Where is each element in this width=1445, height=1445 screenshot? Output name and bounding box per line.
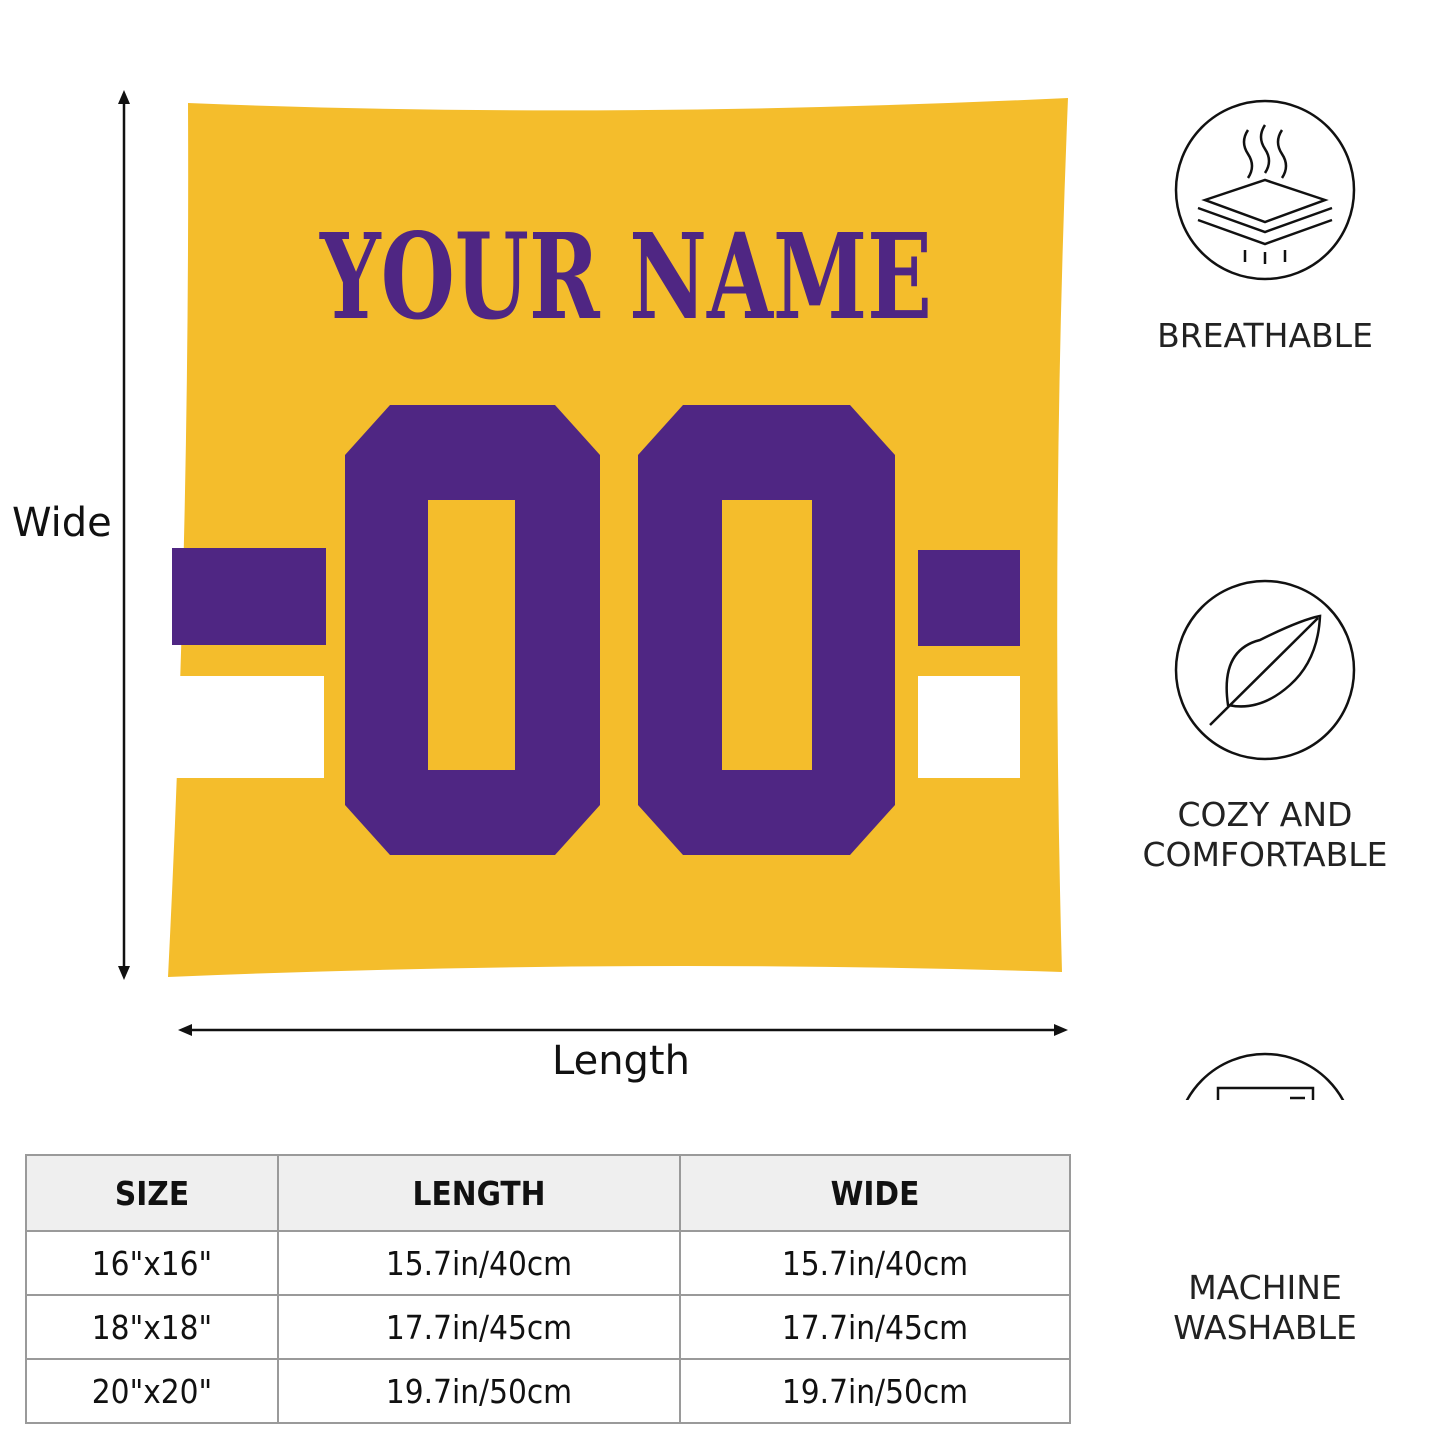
- width-label: Length: [552, 1038, 690, 1084]
- feature-label-cozy: COZY AND COMFORTABLE: [1142, 795, 1388, 874]
- feature-label-breathable: BREATHABLE: [1157, 316, 1373, 355]
- table-header-row: SIZE LENGTH WIDE: [25, 1154, 1071, 1232]
- number-digit-right: [638, 405, 895, 855]
- number-digit-left: [345, 405, 600, 855]
- feather-icon: [1174, 579, 1356, 761]
- table-row: 16"x16" 15.7in/40cm 15.7in/40cm: [25, 1230, 1071, 1296]
- cell-length: 15.7in/40cm: [277, 1230, 681, 1296]
- sleeve-stripe-purple-left: [172, 548, 326, 645]
- size-table: SIZE LENGTH WIDE 16"x16" 15.7in/40cm 15.…: [25, 1154, 1071, 1424]
- height-arrow: [118, 90, 130, 980]
- cell-size: 18"x18": [25, 1294, 279, 1360]
- washing-machine-icon: [1185, 1052, 1345, 1100]
- sleeve-stripe-white-left: [172, 676, 324, 778]
- player-name-text: YOUR NAME: [319, 207, 932, 346]
- height-label: Wide: [12, 500, 112, 546]
- cell-wide: 17.7in/45cm: [679, 1294, 1071, 1360]
- header-size: SIZE: [25, 1154, 279, 1232]
- sleeve-stripe-purple-right: [918, 550, 1020, 646]
- sleeve-stripe-white-right: [918, 676, 1020, 778]
- cell-size: 16"x16": [25, 1230, 279, 1296]
- cell-length: 19.7in/50cm: [277, 1358, 681, 1424]
- feature-label-washable: MACHINE WASHABLE: [1173, 1268, 1357, 1347]
- cell-length: 17.7in/45cm: [277, 1294, 681, 1360]
- cell-wide: 15.7in/40cm: [679, 1230, 1071, 1296]
- breathable-layers-icon: [1174, 99, 1356, 281]
- width-arrow: [178, 1024, 1068, 1036]
- header-length: LENGTH: [277, 1154, 681, 1232]
- pillow-image: YOUR NAME: [118, 90, 1356, 1100]
- cell-size: 20"x20": [25, 1358, 279, 1424]
- table-row: 18"x18" 17.7in/45cm 17.7in/45cm: [25, 1294, 1071, 1360]
- header-wide: WIDE: [679, 1154, 1071, 1232]
- table-row: 20"x20" 19.7in/50cm 19.7in/50cm: [25, 1358, 1071, 1424]
- cell-wide: 19.7in/50cm: [679, 1358, 1071, 1424]
